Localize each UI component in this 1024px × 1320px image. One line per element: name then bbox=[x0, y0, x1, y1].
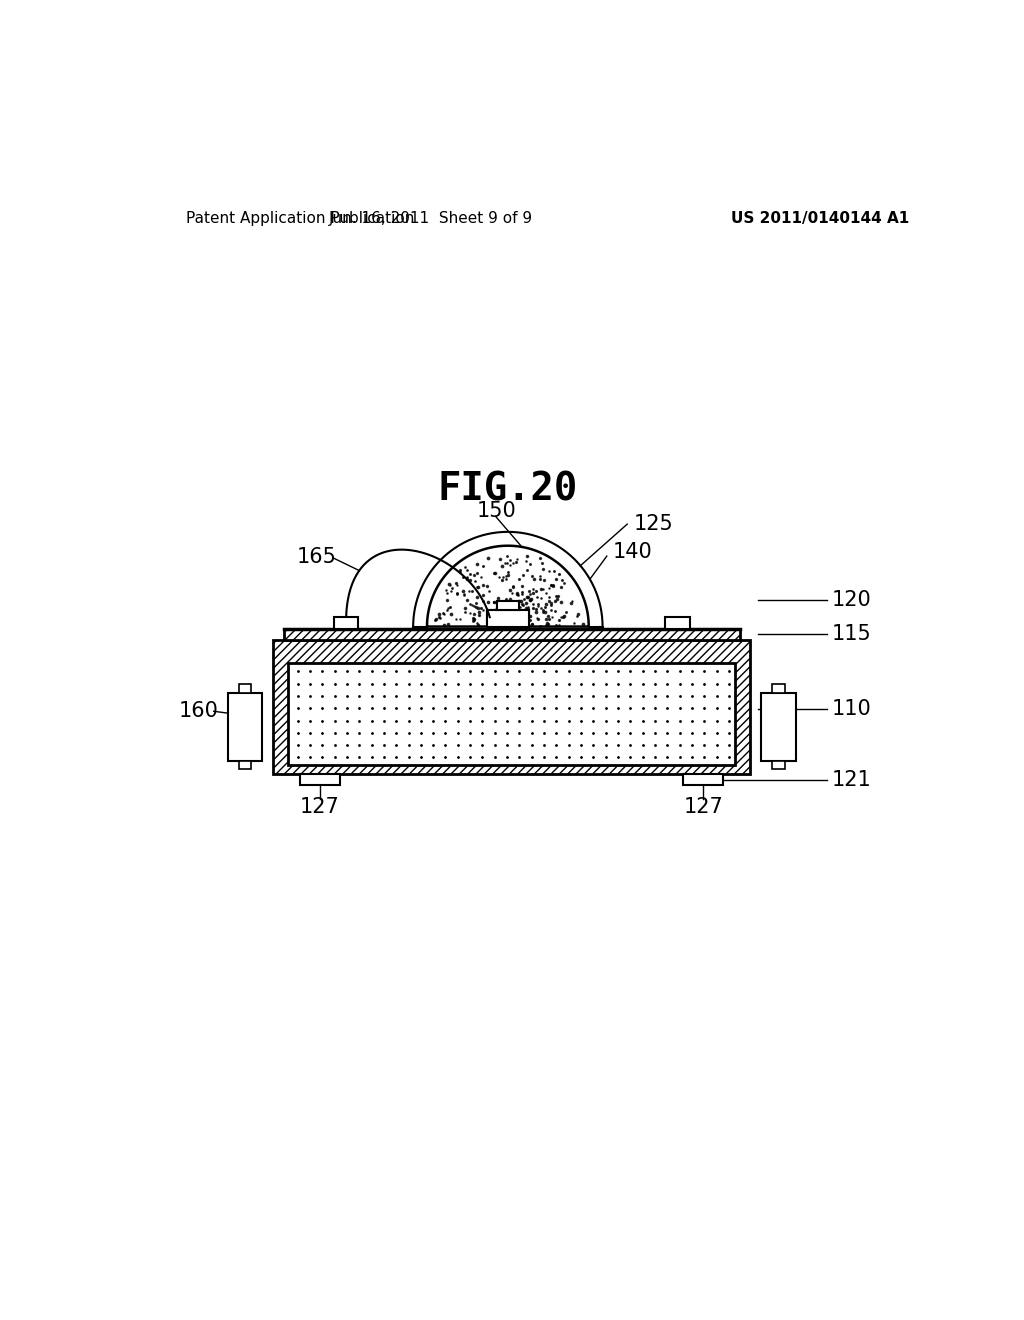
Text: 165: 165 bbox=[297, 546, 337, 566]
Bar bbox=[497, 601, 518, 610]
Text: 125: 125 bbox=[634, 515, 673, 535]
Bar bbox=[289, 663, 735, 766]
Text: 127: 127 bbox=[684, 797, 723, 817]
Bar bbox=[239, 684, 251, 693]
Bar bbox=[334, 616, 358, 628]
Bar bbox=[497, 601, 518, 610]
Bar bbox=[284, 628, 739, 640]
Bar bbox=[772, 684, 784, 693]
Text: 115: 115 bbox=[831, 624, 871, 644]
Text: 150: 150 bbox=[476, 502, 516, 521]
Bar bbox=[227, 693, 262, 760]
Bar bbox=[772, 760, 784, 770]
Text: 127: 127 bbox=[300, 797, 340, 817]
Bar bbox=[239, 760, 251, 770]
Text: 160: 160 bbox=[178, 701, 218, 721]
Text: US 2011/0140144 A1: US 2011/0140144 A1 bbox=[731, 211, 909, 226]
Polygon shape bbox=[427, 545, 589, 627]
Bar bbox=[273, 640, 751, 775]
Bar bbox=[683, 775, 724, 785]
Text: FIG.20: FIG.20 bbox=[437, 470, 578, 508]
Bar bbox=[300, 775, 340, 785]
Bar bbox=[761, 693, 796, 760]
Bar bbox=[486, 610, 529, 627]
Text: Patent Application Publication: Patent Application Publication bbox=[186, 211, 415, 226]
Text: 130: 130 bbox=[443, 579, 483, 599]
Text: 120: 120 bbox=[831, 590, 871, 610]
Text: Jun. 16, 2011  Sheet 9 of 9: Jun. 16, 2011 Sheet 9 of 9 bbox=[329, 211, 532, 226]
Bar bbox=[665, 616, 689, 628]
Text: 140: 140 bbox=[613, 543, 652, 562]
Text: 121: 121 bbox=[831, 770, 871, 789]
Text: 110: 110 bbox=[831, 698, 871, 719]
Bar bbox=[486, 610, 529, 627]
